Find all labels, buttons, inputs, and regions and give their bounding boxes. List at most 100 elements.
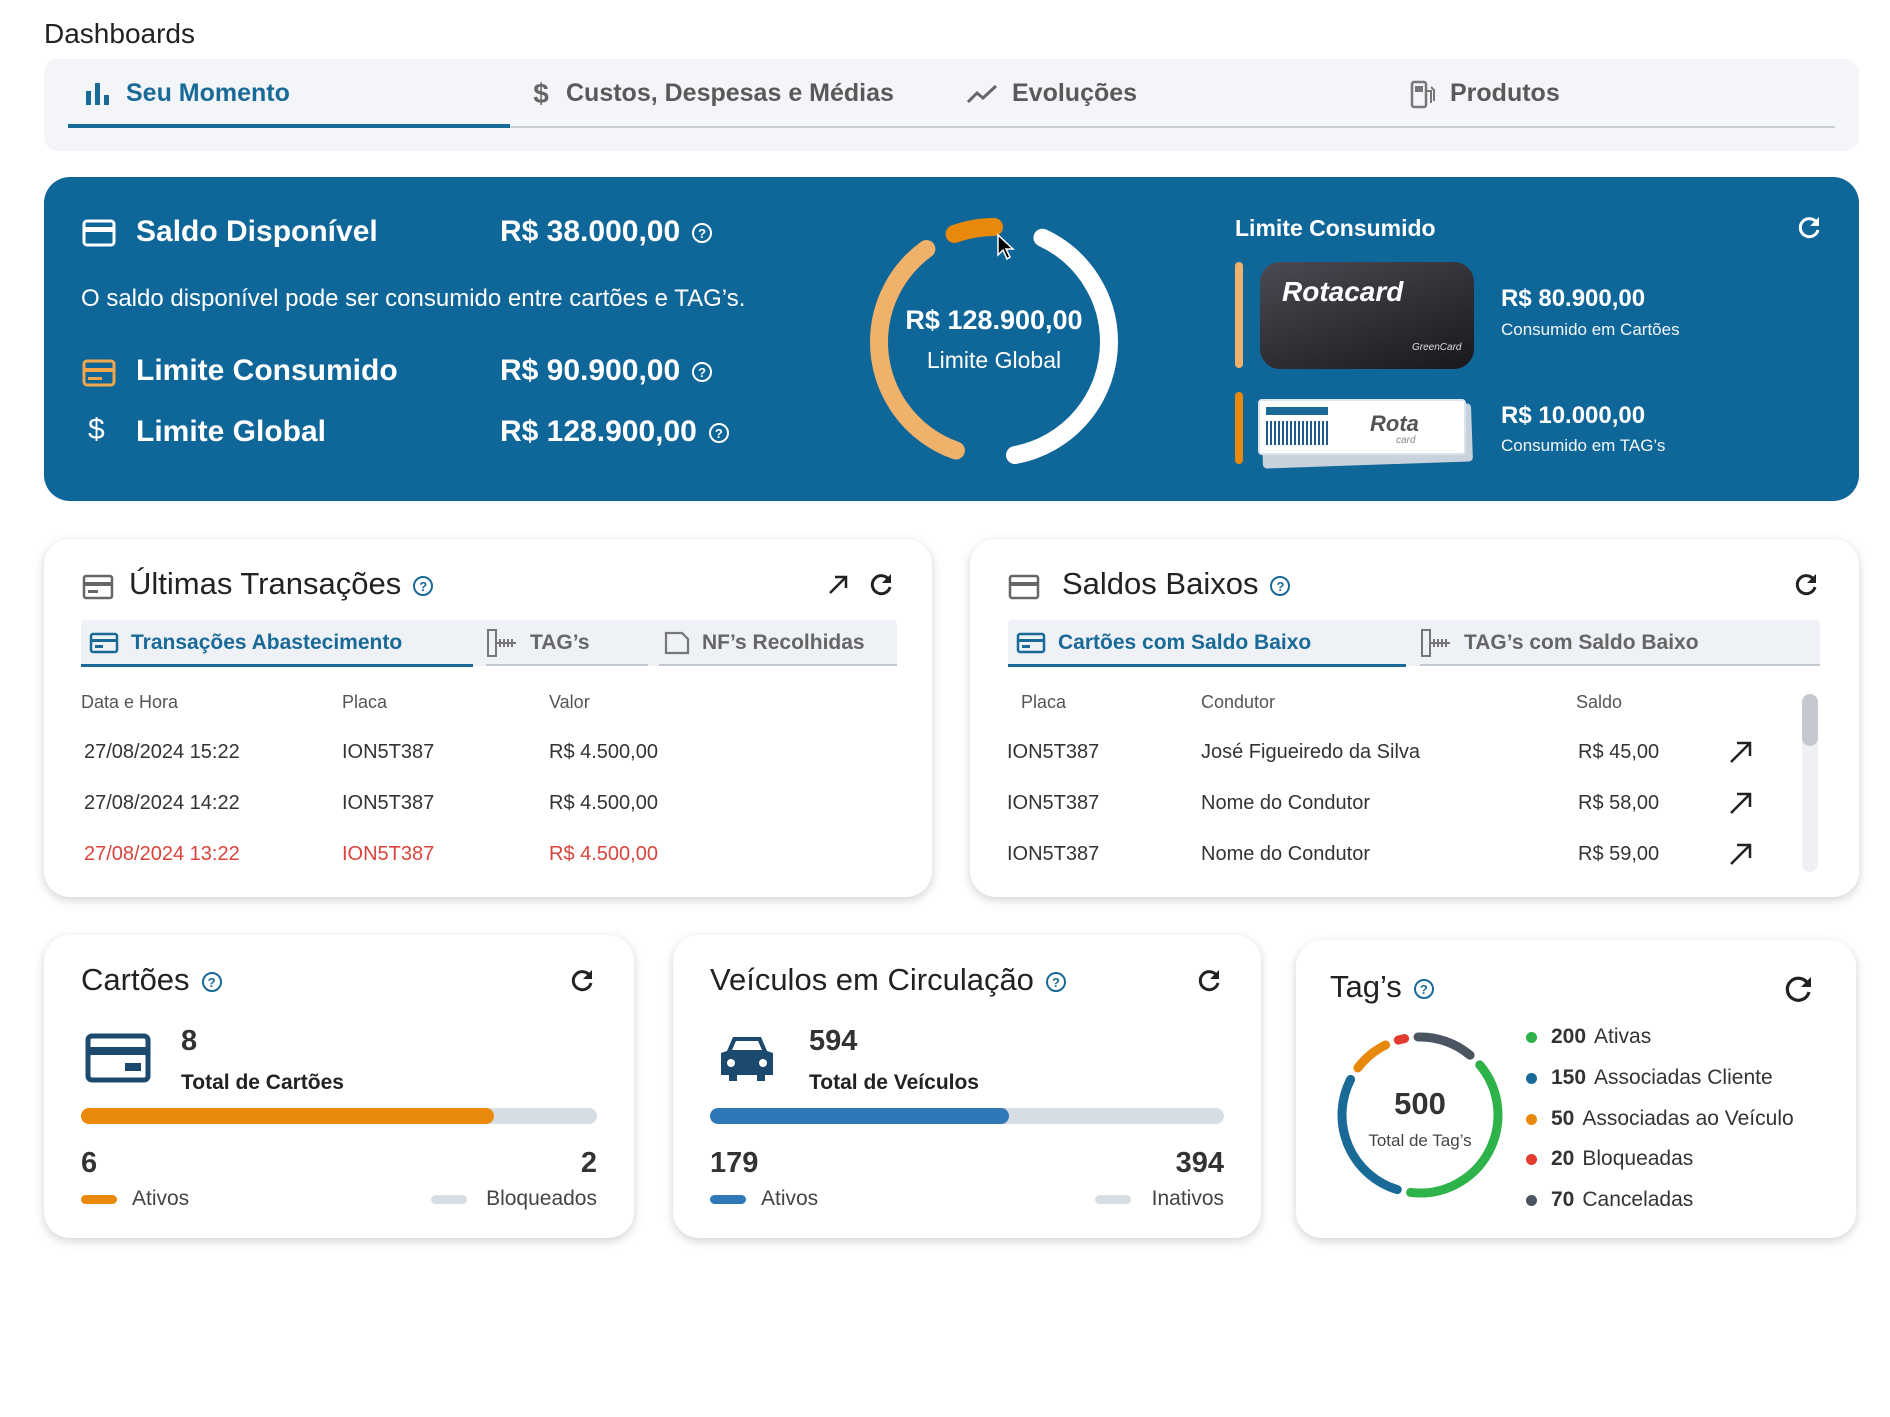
credit-card-icon: [1016, 632, 1046, 654]
donut-total-label: Total de Tag’s: [1368, 1131, 1472, 1150]
column-header: Saldo: [1576, 692, 1623, 712]
help-icon[interactable]: ?: [692, 223, 713, 244]
rotacard-tag-image: Rota card: [1258, 399, 1466, 455]
cartoes-value: R$ 80.900,00: [1501, 285, 1646, 312]
tab-label: TAG’s: [530, 631, 590, 654]
dollar-icon: $: [533, 79, 549, 109]
tab-custos[interactable]: $ Custos, Despesas e Médias: [530, 59, 894, 128]
cell-data: 27/08/2024 15:22: [84, 741, 240, 763]
help-icon[interactable]: ?: [708, 423, 729, 444]
credit-card-icon: [82, 219, 116, 247]
tag-icon: [487, 629, 516, 657]
expand-arrow-icon[interactable]: [826, 573, 850, 597]
tab-produtos[interactable]: Produtos: [1410, 59, 1560, 128]
ativos-value: 179: [710, 1147, 759, 1179]
legend-dot: [1526, 1113, 1537, 1125]
cell-valor: R$ 4.500,00: [549, 792, 658, 814]
veiculos-progress: [710, 1108, 1224, 1124]
tab-label: TAG’s com Saldo Baixo: [1464, 631, 1699, 654]
refresh-icon[interactable]: [1793, 572, 1819, 598]
column-header: Condutor: [1201, 692, 1276, 712]
tab-cartoes-saldo-baixo[interactable]: Cartões com Saldo Baixo: [1016, 620, 1311, 666]
open-arrow-icon[interactable]: [1728, 739, 1754, 765]
legend-item: 70 Canceladas: [1526, 1188, 1693, 1212]
summary-banner: Saldo Disponível R$ 38.000,00? O saldo d…: [44, 177, 1859, 501]
tags-value: R$ 10.000,00: [1501, 402, 1646, 429]
cell-valor: R$ 4.500,00: [549, 741, 658, 763]
total-label: Total de Cartões: [181, 1071, 344, 1094]
saldos-tabs: Cartões com Saldo Baixo TAG’s com Saldo …: [1008, 620, 1820, 667]
help-icon[interactable]: ?: [1045, 971, 1066, 992]
inativos-value: 394: [1175, 1147, 1224, 1179]
active-tab-indicator: [68, 124, 510, 128]
cell-condutor: Nome do Condutor: [1201, 792, 1370, 814]
legend-swatch: [1095, 1195, 1131, 1204]
help-icon[interactable]: ?: [201, 971, 222, 992]
cell-condutor: Nome do Condutor: [1201, 843, 1370, 865]
help-icon[interactable]: ?: [413, 575, 434, 596]
credit-card-icon: [85, 1033, 151, 1083]
donut-segment: [1413, 1032, 1475, 1060]
rotacard-card-image: Rotacard GreenCard: [1260, 262, 1474, 369]
cartoes-card: Cartões? 8 Total de Cartões 6 2 Ativos B…: [44, 935, 634, 1238]
consumo-bar: [1235, 262, 1243, 368]
bloqueados-label: Bloqueados: [486, 1187, 597, 1210]
card-title: Cartões: [81, 962, 190, 997]
transacoes-tabs: Transações Abastecimento TAG’s NF’s Reco…: [81, 620, 897, 667]
limite-global-label: Limite Global: [136, 415, 327, 448]
car-icon: [721, 1037, 773, 1081]
tab-evolucoes[interactable]: Evoluções: [966, 59, 1137, 128]
legend-label: Ativas: [1594, 1025, 1652, 1048]
refresh-icon[interactable]: [1784, 974, 1814, 1004]
cell-saldo: R$ 45,00: [1578, 741, 1660, 763]
open-arrow-icon[interactable]: [1728, 841, 1754, 867]
saldo-description: O saldo disponível pode ser consumido en…: [81, 285, 746, 312]
cell-condutor: José Figueiredo da Silva: [1201, 741, 1421, 763]
tab-tags-saldo-baixo[interactable]: TAG’s com Saldo Baixo: [1420, 620, 1699, 666]
tag-stripe: [1266, 407, 1328, 415]
refresh-icon[interactable]: [1796, 215, 1822, 241]
tab-nfs-recolhidas[interactable]: NF’s Recolhidas: [664, 620, 865, 666]
cell-placa: ION5T387: [342, 792, 435, 814]
legend-item: 50 Associadas ao Veículo: [1526, 1107, 1794, 1131]
legend-item: 20 Bloqueadas: [1526, 1147, 1693, 1171]
ativos-value: 6: [81, 1147, 98, 1179]
tags-card: Tag’s? 500 Total de Tag’s 200 Ativas 150 A…: [1296, 940, 1856, 1238]
legend-label: Associadas Cliente: [1594, 1066, 1773, 1089]
tab-label: Cartões com Saldo Baixo: [1058, 631, 1312, 654]
saldos-baixos-card: Saldos Baixos? Cartões com Saldo Baixo T…: [970, 539, 1859, 897]
tab-label: Transações Abastecimento: [131, 631, 403, 654]
help-icon[interactable]: ?: [1413, 978, 1434, 999]
refresh-icon[interactable]: [1196, 968, 1222, 994]
tab-label: Produtos: [1450, 79, 1560, 107]
help-icon[interactable]: ?: [692, 362, 713, 383]
tag-icon: [1421, 629, 1450, 657]
legend-count: 150: [1551, 1066, 1587, 1089]
open-arrow-icon[interactable]: [1728, 790, 1754, 816]
refresh-icon[interactable]: [868, 572, 894, 598]
scrollbar-thumb[interactable]: [1802, 694, 1818, 746]
limite-gauge: [870, 218, 1118, 466]
consumo-title: Limite Consumido: [1235, 215, 1436, 241]
legend-label: Bloqueadas: [1582, 1147, 1694, 1170]
legend-swatch: [710, 1195, 746, 1204]
svg-text:$: $: [533, 79, 549, 109]
refresh-icon[interactable]: [569, 968, 595, 994]
tab-transacoes-abastecimento[interactable]: Transações Abastecimento: [89, 620, 402, 666]
tab-seu-momento[interactable]: Seu Momento: [84, 59, 290, 128]
card-title: Tag’s: [1330, 969, 1402, 1004]
scrollbar-track[interactable]: [1802, 694, 1818, 872]
credit-card-icon: [89, 632, 119, 654]
ultimas-transacoes-card: Últimas Transações? Transações Abastecim…: [44, 539, 932, 897]
tab-label: Evoluções: [1012, 79, 1138, 107]
document-icon: [664, 631, 690, 655]
help-icon[interactable]: ?: [1270, 575, 1291, 596]
ativos-label: Ativos: [761, 1187, 819, 1210]
legend-count: 50: [1551, 1107, 1575, 1130]
subtab-underline: [486, 664, 648, 666]
donut-total: 500: [1394, 1086, 1446, 1121]
legend-count: 200: [1551, 1025, 1587, 1048]
tab-label: Custos, Despesas e Médias: [566, 79, 894, 107]
bar-chart-icon: [86, 82, 109, 105]
tab-tags[interactable]: TAG’s: [486, 620, 590, 666]
